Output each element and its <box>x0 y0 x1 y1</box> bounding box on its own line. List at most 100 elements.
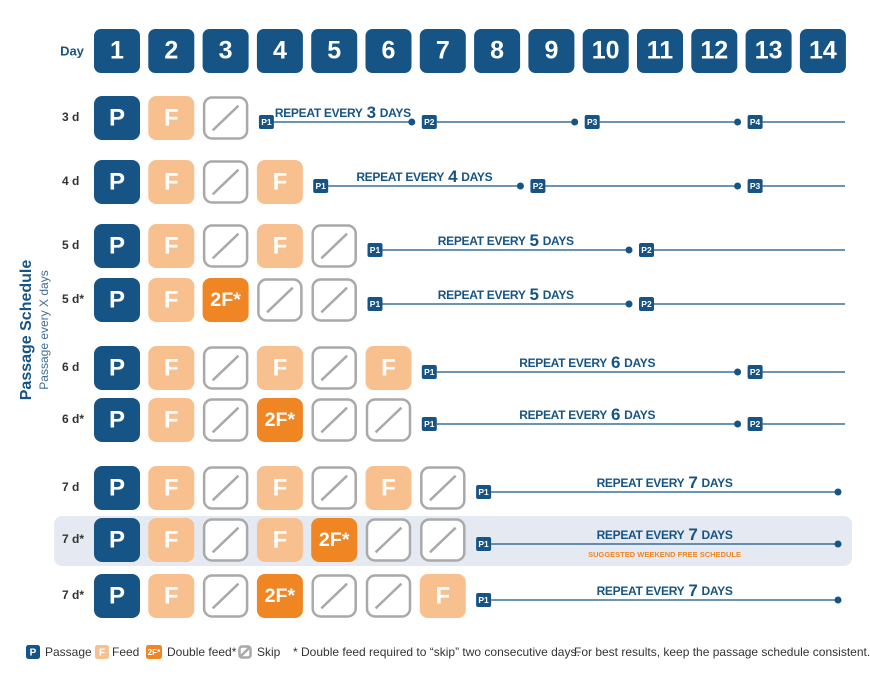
day-number: 9 <box>544 37 558 65</box>
repeat-prefix: REPEAT EVERY <box>438 234 526 248</box>
cell-label: F <box>381 354 396 381</box>
cell-label: 2F* <box>319 529 350 551</box>
repeat-text: REPEAT EVERY 5 DAYS <box>438 285 574 304</box>
skip-slash <box>320 474 348 502</box>
marker-label: P1 <box>261 117 272 127</box>
day-box <box>745 29 792 73</box>
repeat-suffix: DAYS <box>701 476 732 490</box>
skip-slash <box>320 232 348 260</box>
marker-label: P3 <box>587 117 598 127</box>
feed-cell <box>256 466 303 510</box>
marker-label: P1 <box>424 419 435 429</box>
skip-slash <box>211 582 240 610</box>
passage-cell <box>94 224 140 268</box>
day-box <box>202 29 249 73</box>
repeat-text: REPEAT EVERY 3 DAYS <box>275 103 411 122</box>
passage-cell <box>94 160 140 204</box>
skip-slash <box>320 354 348 382</box>
repeat-text: REPEAT EVERY 5 DAYS <box>438 231 574 250</box>
feed-cell <box>256 518 303 562</box>
repeat-number: 7 <box>688 473 697 492</box>
day-number: 2 <box>164 37 178 65</box>
marker-box <box>367 243 383 257</box>
cell-label: P <box>109 104 125 131</box>
day-number: 4 <box>273 37 287 65</box>
side-title: Passage Schedule <box>18 260 35 401</box>
skip-slash <box>211 474 240 502</box>
repeat-prefix: REPEAT EVERY <box>597 528 685 542</box>
skip-slash <box>211 526 240 554</box>
cell-label: P <box>109 232 125 259</box>
cell-label: P <box>109 474 125 501</box>
marker-box <box>258 115 274 129</box>
repeat-number: 5 <box>530 231 539 250</box>
row-label: 7 d* <box>62 588 84 602</box>
day-number: 7 <box>436 37 450 65</box>
cell-label: F <box>164 104 179 131</box>
day-number: 11 <box>647 37 674 65</box>
feed-cell <box>365 466 412 510</box>
repeat-suffix: DAYS <box>380 106 411 120</box>
cell-label: 2F* <box>265 585 296 607</box>
feed-cell <box>148 224 195 268</box>
cell-label: F <box>273 526 288 553</box>
repeat-number: 5 <box>530 285 539 304</box>
row-label: 5 d* <box>62 292 84 306</box>
marker-label: P1 <box>478 487 489 497</box>
day-box <box>474 29 521 73</box>
marker-box <box>476 485 492 499</box>
skip-slash <box>320 582 348 610</box>
day-number: 5 <box>327 37 341 65</box>
passage-cell <box>26 645 40 659</box>
row-label: 3 d <box>62 110 79 124</box>
feed-cell <box>148 346 195 390</box>
double-feed-cell <box>311 518 358 562</box>
feed-cell <box>256 346 303 390</box>
cell-label: F <box>164 286 179 313</box>
day-box <box>256 29 303 73</box>
side-subtitle: Passage every X days <box>37 270 51 389</box>
day-label: Day <box>60 43 85 58</box>
repeat-number: 7 <box>688 581 697 600</box>
marker-label: P2 <box>750 419 761 429</box>
day-box <box>691 29 738 73</box>
repeat-text: REPEAT EVERY 7 DAYS <box>597 581 733 600</box>
repeat-suffix: DAYS <box>543 234 574 248</box>
legend-note: * Double feed required to “skip” two con… <box>293 645 580 659</box>
cell-label: F <box>435 582 450 609</box>
passage-cell <box>94 574 140 618</box>
repeat-number: 3 <box>367 103 376 122</box>
row-label: 6 d <box>62 360 79 374</box>
dot <box>734 420 742 428</box>
day-number: 10 <box>592 37 620 65</box>
skip-slash <box>374 526 403 554</box>
marker-label: P2 <box>533 181 544 191</box>
feed-cell <box>148 278 195 322</box>
cell-label: F <box>273 232 288 259</box>
repeat-text: REPEAT EVERY 6 DAYS <box>519 353 655 372</box>
repeat-text: REPEAT EVERY 7 DAYS <box>597 525 733 544</box>
skip-slash <box>320 406 348 434</box>
feed-cell <box>148 466 195 510</box>
passage-cell <box>94 518 140 562</box>
marker-label: P2 <box>641 245 652 255</box>
skip-slash <box>240 647 250 657</box>
dot <box>834 540 842 548</box>
marker-label: P1 <box>478 595 489 605</box>
repeat-suffix: DAYS <box>701 528 732 542</box>
dot <box>834 596 842 604</box>
passage-cell <box>94 96 140 140</box>
cell-label: F <box>164 168 179 195</box>
repeat-prefix: REPEAT EVERY <box>519 356 607 370</box>
row-label: 7 d <box>62 480 79 494</box>
skip-slash <box>374 582 403 610</box>
skip-slash <box>211 168 240 196</box>
day-box <box>637 29 683 73</box>
row-label: 6 d* <box>62 412 84 426</box>
marker-box <box>313 179 329 193</box>
cell-label: F <box>99 648 105 659</box>
repeat-suffix: DAYS <box>624 356 655 370</box>
day-box <box>148 29 195 73</box>
day-box <box>528 29 575 73</box>
double-feed-cell <box>256 398 303 442</box>
